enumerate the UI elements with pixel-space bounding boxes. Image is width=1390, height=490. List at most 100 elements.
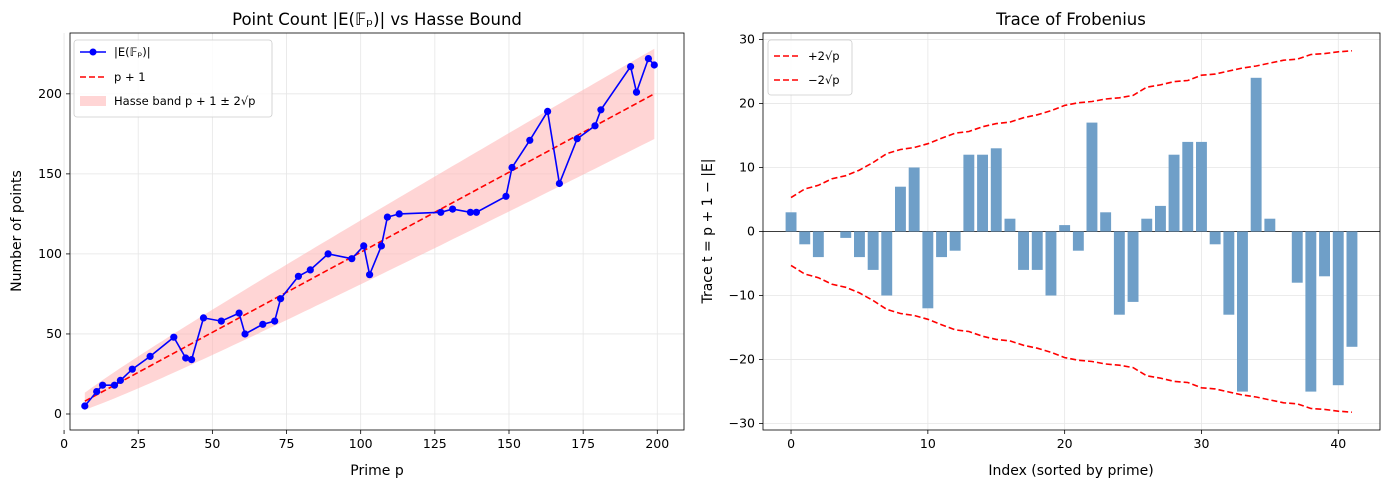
legend-upper-bound-label: +2√p [808,49,840,63]
trace-bar [1168,154,1180,232]
point-count-marker [170,333,178,341]
trace-bar [1059,225,1071,232]
left-x-tick-label: 25 [130,436,146,451]
point-count-marker [591,122,599,130]
point-count-marker [324,250,332,258]
point-count-marker [377,242,385,250]
point-count-markers [81,55,658,410]
point-count-marker [348,255,356,263]
point-count-marker [383,213,391,221]
right-y-tick-label: −10 [729,288,755,303]
point-count-marker [188,356,196,364]
legend-hasse-band-swatch [80,96,106,106]
left-y-tick-label: 0 [54,406,62,421]
legend-lower-bound-label: −2√p [808,73,840,87]
trace-bar [1072,231,1084,251]
point-count-marker [271,317,279,325]
point-count-marker [627,63,635,71]
point-count-marker [116,376,124,384]
trace-bar [881,231,893,296]
trace-bar [1141,218,1153,232]
point-count-marker [502,192,510,200]
left-axes-frame [69,32,685,431]
left-x-tick-label: 125 [423,436,447,451]
trace-bar [867,231,879,270]
point-count-marker [644,55,653,63]
trace-bar [1209,231,1221,245]
right-y-tick-label: −20 [729,352,755,367]
point-count-marker [472,208,480,216]
right-x-ticks: 0 10 20 30 40 [787,430,1346,451]
trace-bar [799,231,811,245]
trace-chart: 0 10 20 30 40 −30 −20 −10 0 10 20 30 Trace of Frob… [700,10,1381,479]
point-count-marker [360,242,368,250]
trace-bar [949,231,961,251]
right-legend: +2√p −2√p [767,39,853,96]
trace-bars [785,77,1358,392]
left-y-ticks: 0 50 100 150 200 [38,86,70,421]
left-x-tick-label: 50 [204,436,220,451]
trace-bar [1332,231,1344,386]
right-y-tick-label: 10 [739,159,755,174]
left-x-tick-label: 150 [497,436,521,451]
legend-hasse-band-label: Hasse band p + 1 ± 2√p [114,94,255,108]
point-count-marker [182,354,190,362]
left-y-tick-label: 150 [38,166,62,181]
point-count-marker [99,381,107,389]
left-y-tick-label: 50 [46,326,62,341]
point-count-marker [437,208,445,216]
right-x-tick-label: 0 [787,436,795,451]
trace-bar [1031,231,1043,270]
left-y-tick-label: 100 [38,246,62,261]
right-x-axis-label: Index (sorted by prime) [988,463,1153,479]
trace-bar [1127,231,1139,302]
point-count-marker [306,266,314,274]
trace-bar [1086,122,1098,232]
trace-bar [1264,218,1276,232]
point-count-marker [259,320,267,328]
trace-bar [1004,218,1016,232]
point-count-marker [366,271,374,279]
trace-bar [854,231,865,258]
left-x-ticks: 0 25 50 75 100 125 150 175 200 [60,430,669,451]
right-y-ticks: −30 −20 −10 0 10 20 30 [729,31,763,431]
hasse-band [84,48,655,410]
right-y-tick-label: 20 [739,95,755,110]
left-legend: |E(𝔽ₚ)| p + 1 Hasse band p + 1 ± 2√p [73,39,273,118]
point-count-marker [217,317,225,325]
left-x-tick-label: 75 [279,436,295,451]
trace-bar [1100,212,1112,232]
trace-bar [908,167,920,232]
legend-point-count-label: |E(𝔽ₚ)| [114,45,151,59]
left-chart-title: Point Count |E(𝔽ₚ)| vs Hasse Bound [232,10,522,29]
trace-bar [1291,231,1303,283]
trace-bar [1237,231,1248,392]
point-count-marker [294,272,302,280]
trace-bar [936,231,947,258]
point-count-marker [128,365,136,373]
trace-bar [1223,231,1235,315]
right-x-tick-label: 40 [1330,436,1346,451]
point-count-marker [395,210,403,218]
left-x-tick-label: 200 [645,436,669,451]
point-count-marker [597,106,605,114]
point-count-series-line [84,57,655,407]
point-count-marker [146,352,154,360]
left-x-tick-label: 175 [571,436,595,451]
right-y-tick-label: 0 [747,224,755,239]
trace-bar [785,212,797,232]
right-y-tick-label: −30 [729,416,755,431]
right-y-axis-label: Trace t = p + 1 − |E| [700,158,716,304]
point-count-marker [277,295,285,303]
trace-bar [1155,205,1166,232]
right-x-tick-label: 30 [1194,436,1210,451]
point-count-marker [449,205,457,213]
point-count-marker [81,402,89,410]
trace-bar [922,231,934,309]
right-y-tick-label: 30 [739,31,755,46]
point-count-marker [632,88,641,96]
left-x-tick-label: 0 [60,436,68,451]
right-x-tick-label: 20 [1057,436,1073,451]
right-x-tick-label: 10 [920,436,936,451]
